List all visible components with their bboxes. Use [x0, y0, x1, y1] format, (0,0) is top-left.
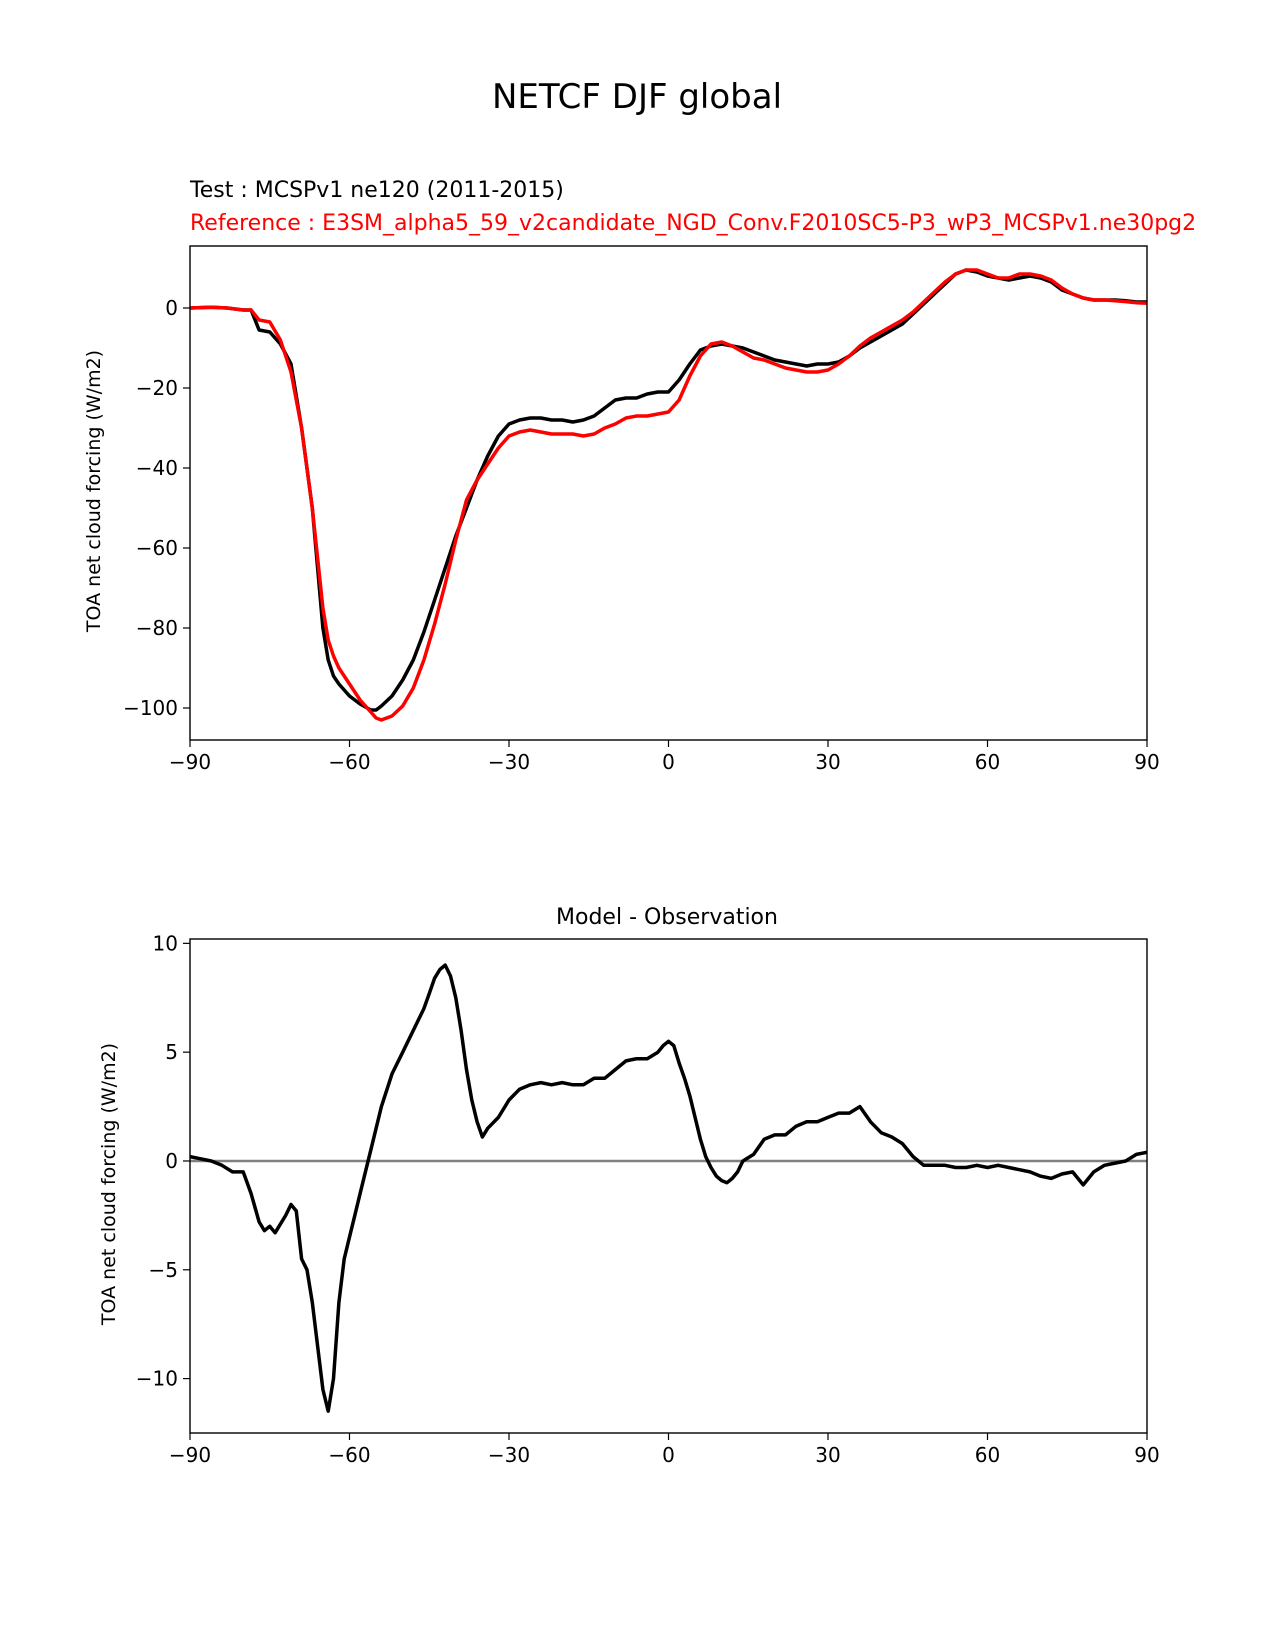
top-ylabel: TOA net cloud forcing (W/m2): [83, 350, 105, 633]
bottom-ytick-label: 0: [165, 1149, 178, 1173]
top-series-line-1: [189, 268, 1148, 722]
figure-suptitle: NETCF DJF global: [492, 77, 782, 117]
bottom-ytick-label: 10: [153, 931, 178, 955]
reference-title: Reference : E3SM_alpha5_59_v2candidate_N…: [190, 211, 1196, 236]
test-title: Test : MCSPv1 ne120 (2011-2015): [189, 178, 564, 203]
top-xtick-label: 60: [975, 750, 1000, 774]
bottom-ytick-label: −10: [136, 1367, 178, 1391]
top-series-line-0: [189, 268, 1147, 712]
top-xtick-label: −90: [169, 750, 211, 774]
top-ytick-label: −40: [136, 456, 178, 480]
top-panel: Test : MCSPv1 ne120 (2011-2015) Referenc…: [83, 178, 1196, 774]
bottom-title: Model - Observation: [556, 905, 778, 930]
top-axes-frame: [189, 245, 1148, 741]
bottom-xtick-label: 30: [815, 1443, 840, 1467]
bottom-xtick-label: 90: [1134, 1443, 1159, 1467]
top-ytick-label: 0: [165, 296, 178, 320]
top-xtick-label: 0: [662, 750, 675, 774]
top-xtick-label: 90: [1134, 750, 1159, 774]
bottom-ytick-label: −5: [149, 1258, 178, 1282]
bottom-xtick-label: −90: [169, 1443, 211, 1467]
bottom-ylabel: TOA net cloud forcing (W/m2): [98, 1043, 120, 1326]
top-ytick-label: −80: [136, 616, 178, 640]
bottom-series-line-0: [189, 963, 1148, 1413]
top-ytick-label: −100: [123, 696, 178, 720]
bottom-xtick-label: −60: [328, 1443, 370, 1467]
bottom-xtick-label: −30: [488, 1443, 530, 1467]
bottom-xtick-label: 0: [662, 1443, 675, 1467]
bottom-xtick-label: 60: [975, 1443, 1000, 1467]
top-ytick-label: −20: [136, 376, 178, 400]
bottom-ytick-label: 5: [165, 1040, 178, 1064]
top-xtick-label: −30: [488, 750, 530, 774]
bottom-panel: Model - Observation TOA net cloud forcin…: [98, 905, 1160, 1467]
top-xtick-label: 30: [815, 750, 840, 774]
top-xtick-label: −60: [328, 750, 370, 774]
top-ytick-label: −60: [136, 536, 178, 560]
